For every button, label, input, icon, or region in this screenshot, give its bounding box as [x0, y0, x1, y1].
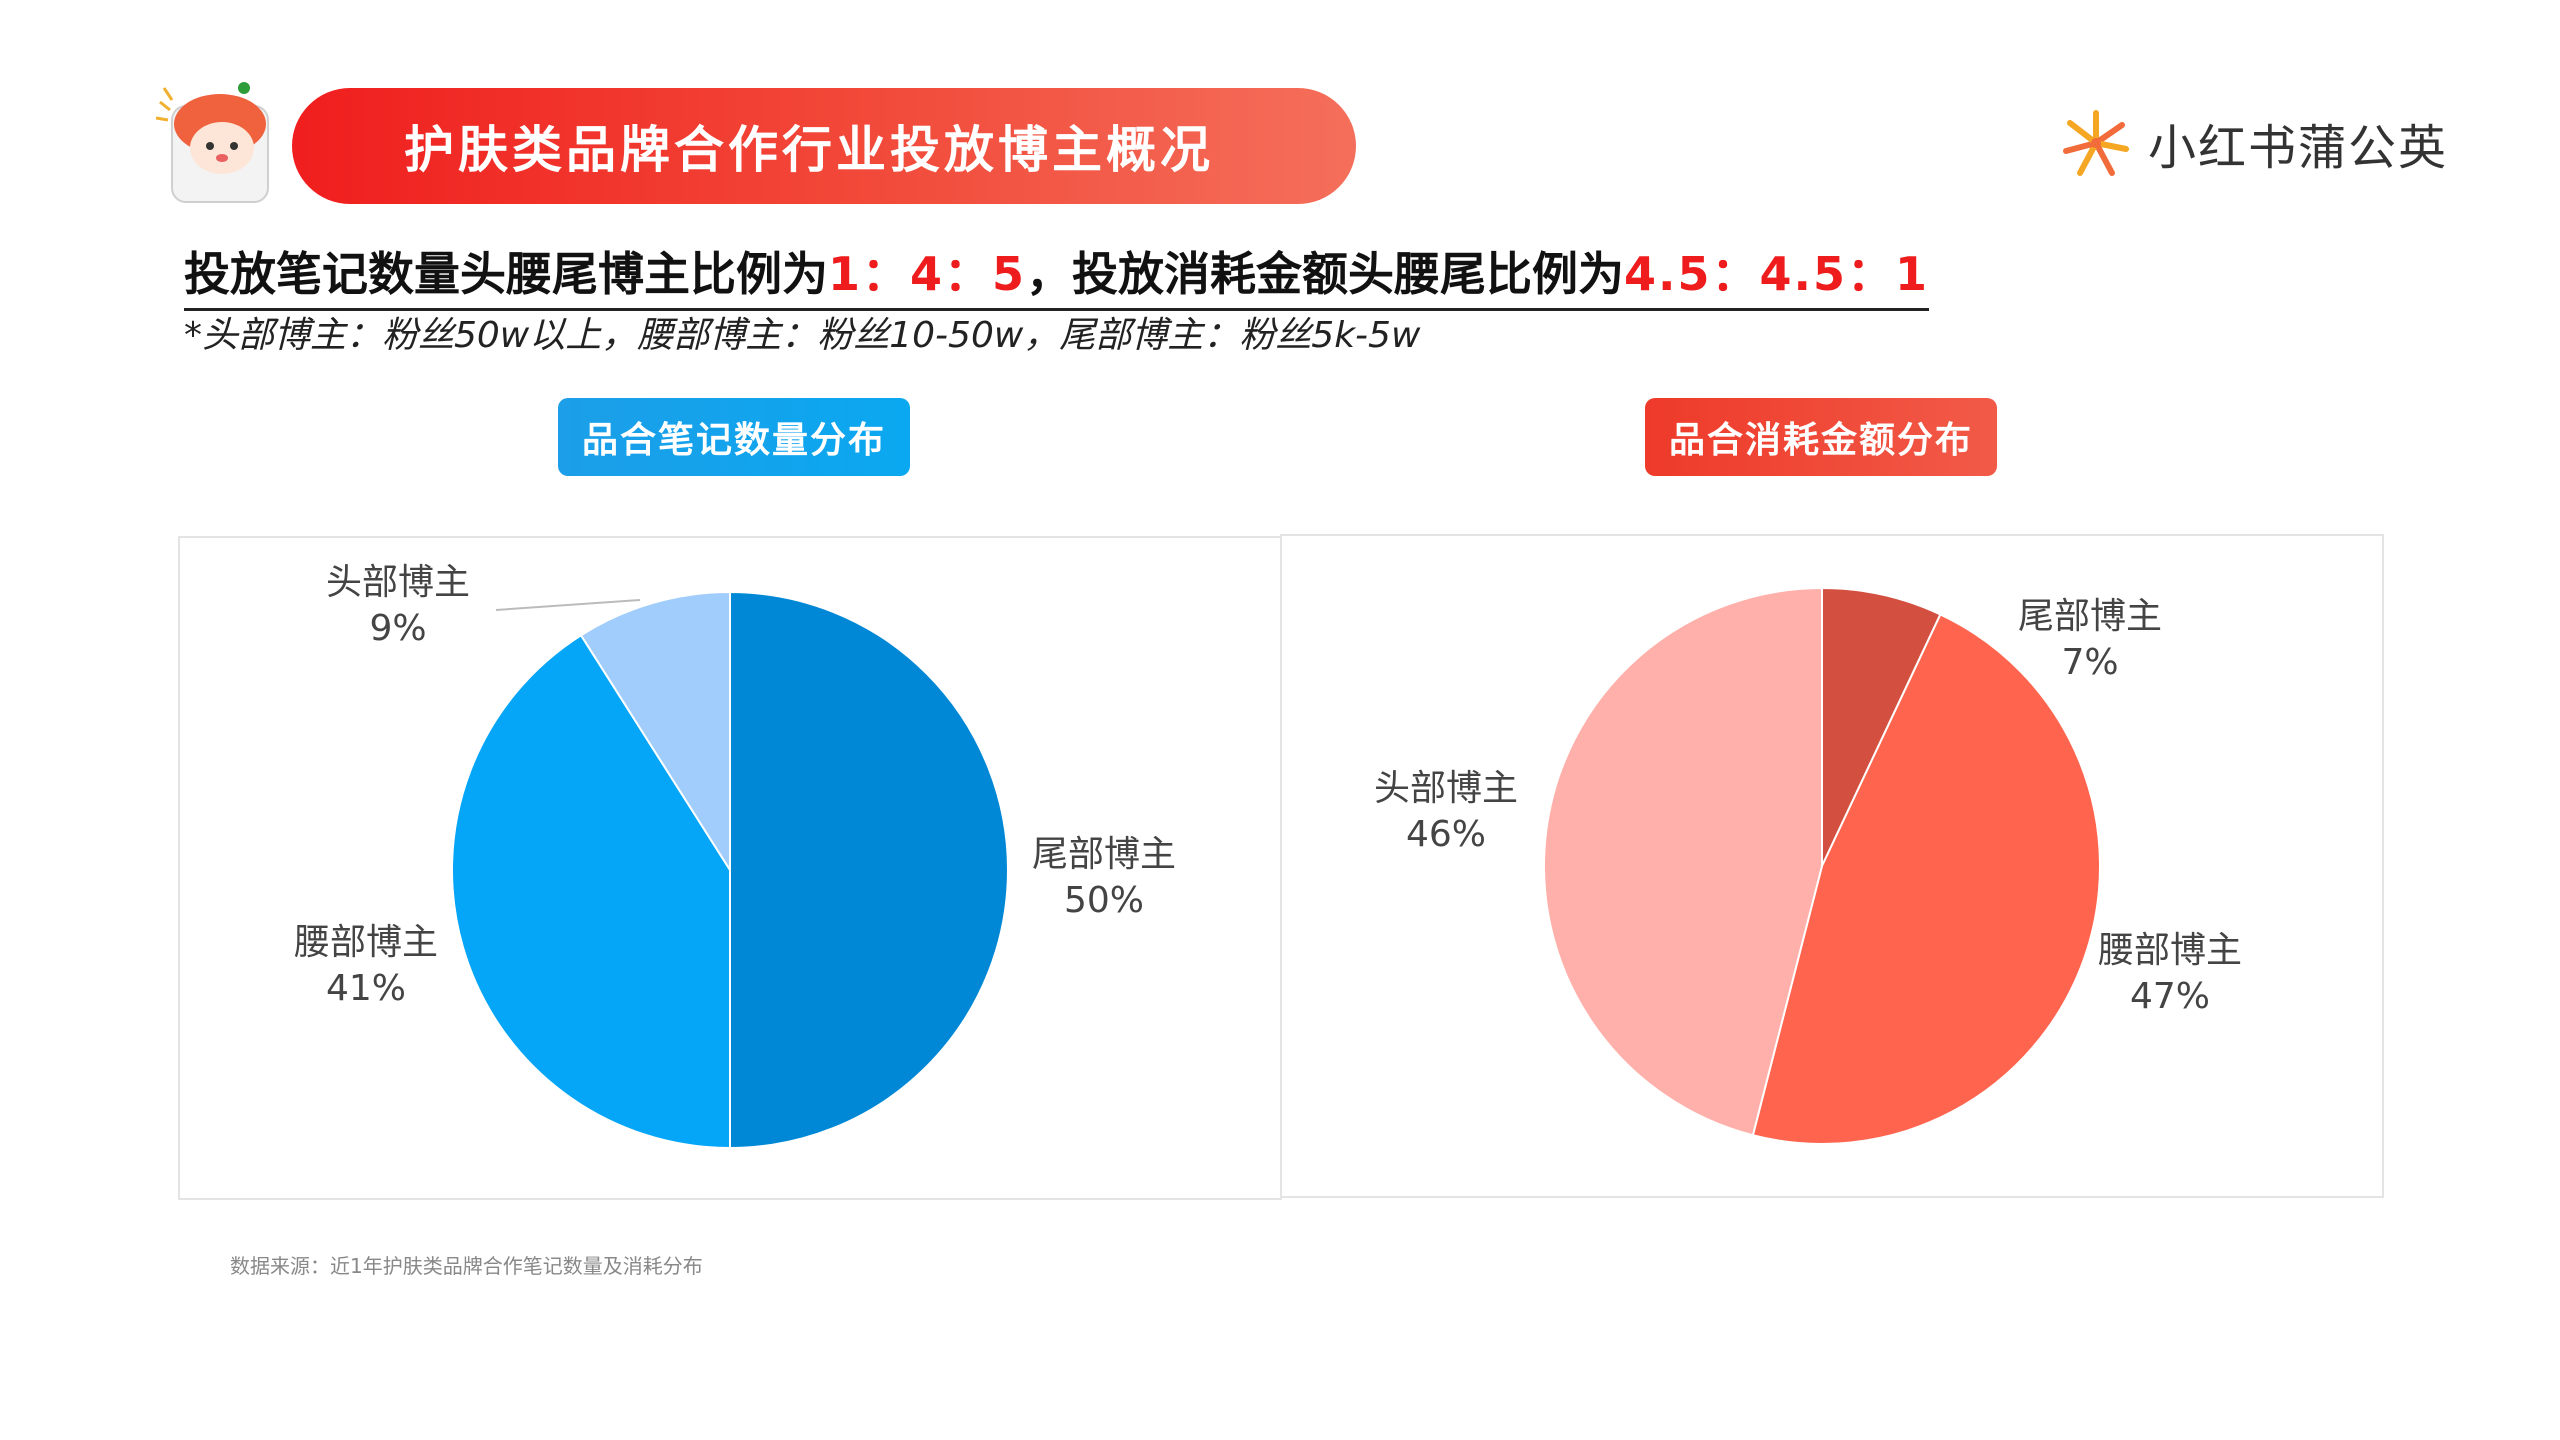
slice-value-label-0-0: 50% [1064, 880, 1144, 921]
headline: 投放笔记数量头腰尾博主比例为1：4：5，投放消耗金额头腰尾比例为4.5：4.5：… [184, 238, 1930, 311]
headline-separator: ， [1026, 247, 1073, 301]
headline-part1: 投放笔记数量头腰尾博主比例为 [184, 247, 828, 301]
headline-part2: 投放消耗金额头腰尾比例为 [1072, 247, 1625, 301]
brand-logo: 小红书蒲公英 [2058, 100, 2458, 186]
slice-category-label-1-2: 头部博主 [1374, 768, 1518, 809]
slice-value-label-0-1: 41% [326, 968, 406, 1009]
pie-slice-0-0 [729, 590, 1009, 1150]
spend-chart-title: 品合消耗金额分布 [1645, 398, 1997, 476]
slice-category-label-0-1: 腰部博主 [294, 922, 438, 963]
definition-note: *头部博主：粉丝50w以上，腰部博主：粉丝10-50w，尾部博主：粉丝5k-5w [184, 315, 1421, 356]
slice-value-label-1-2: 46% [1406, 814, 1486, 855]
pie-slice-0-1 [451, 633, 731, 1150]
headline-ratio-notes: 1：4：5 [828, 247, 1027, 301]
title-banner: 护肤类品牌合作行业投放博主概况 [292, 88, 1356, 204]
leader-line-0-2 [495, 599, 641, 611]
notes-pie-svg: 尾部博主 50% 腰部博主 41% 头部博主 9% [294, 562, 1176, 1150]
slice-value-label-1-1: 47% [2130, 976, 2210, 1017]
slice-category-label-1-0: 尾部博主 [2018, 596, 2162, 637]
headline-ratio-spend: 4.5：4.5：1 [1624, 247, 1930, 301]
pie-slice-1-1 [1751, 613, 2101, 1145]
pie-slice-0-2 [579, 590, 731, 874]
mascot-logo [150, 66, 290, 206]
slice-value-label-0-2: 9% [369, 608, 426, 649]
slice-category-label-0-0: 尾部博主 [1032, 834, 1176, 875]
spend-pie-chart: 尾部博主 7% 腰部博主 47% 头部博主 46% [1280, 534, 2384, 1198]
pie-slice-1-2 [1543, 586, 1823, 1137]
brand-name: 小红书蒲公英 [2148, 120, 2449, 176]
notes-chart-title: 品合笔记数量分布 [558, 398, 910, 476]
dandelion-icon [2063, 110, 2129, 176]
pie-slice-1-0 [1821, 586, 1942, 867]
page-title: 护肤类品牌合作行业投放博主概况 [404, 121, 1214, 179]
slice-category-label-1-1: 腰部博主 [2098, 930, 2242, 971]
slice-category-label-0-2: 头部博主 [326, 562, 470, 603]
spend-pie-svg: 尾部博主 7% 腰部博主 47% 头部博主 46% [1374, 586, 2242, 1145]
slice-value-label-1-0: 7% [2061, 642, 2118, 683]
data-source: 数据来源：近1年护肤类品牌合作笔记数量及消耗分布 [230, 1254, 703, 1278]
notes-pie-chart: 尾部博主 50% 腰部博主 41% 头部博主 9% [178, 536, 1282, 1200]
